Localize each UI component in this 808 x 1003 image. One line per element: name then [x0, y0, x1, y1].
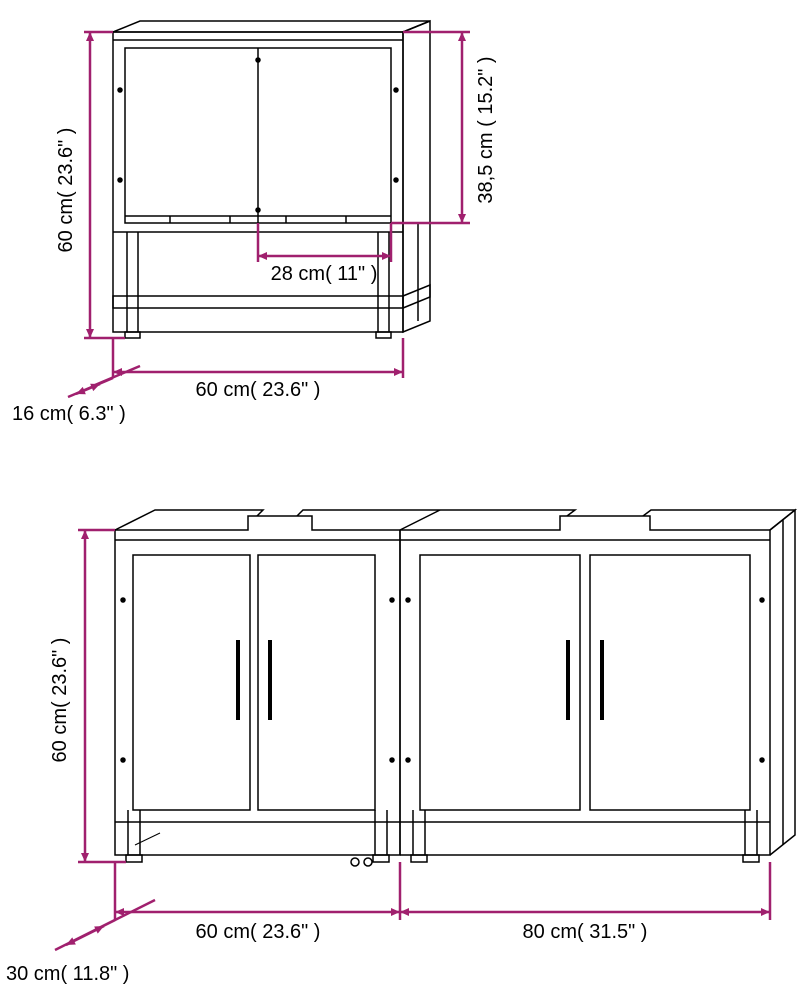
dim-lower-depth: 30 cm( 11.8" ) — [6, 963, 129, 985]
dim-lower-right-w: 80 cm( 31.5" ) — [523, 921, 648, 943]
dim-lower-height: 60 cm( 23.6" ) — [49, 638, 71, 763]
dim-upper-height: 60 cm( 23.6" ) — [55, 128, 77, 253]
upper-cabinet-drawing — [113, 21, 430, 338]
dim-upper-width: 60 cm( 23.6" ) — [196, 379, 321, 401]
lower-cabinets-drawing — [115, 510, 795, 866]
technical-diagram: 60 cm( 23.6" ) 60 cm( 23.6" ) 16 cm( 6.3… — [0, 0, 808, 1003]
dim-upper-door-h: 38,5 cm ( 15.2" ) — [475, 56, 497, 203]
dim-lower-left-w: 60 cm( 23.6" ) — [196, 921, 321, 943]
dim-upper-door-w: 28 cm( 11" ) — [271, 263, 378, 285]
dim-upper-depth: 16 cm( 6.3" ) — [12, 403, 126, 425]
